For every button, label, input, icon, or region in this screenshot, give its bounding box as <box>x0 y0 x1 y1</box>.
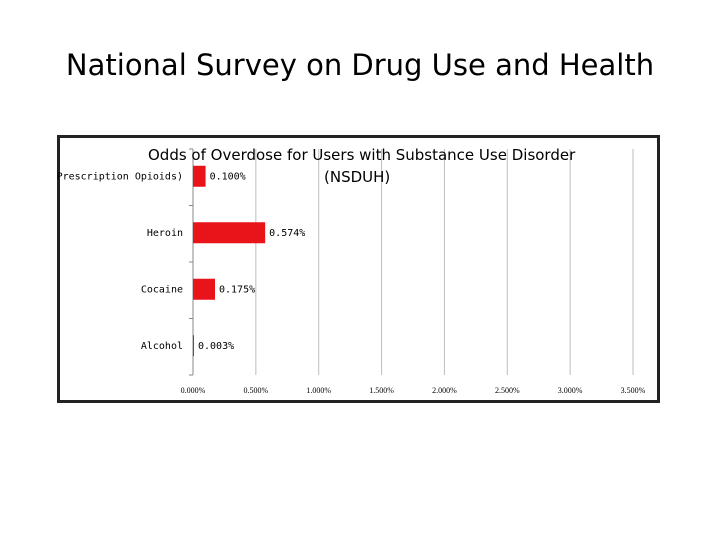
x-tick-label-4: 2.000% <box>432 386 457 395</box>
x-tick-label-0: 0.000% <box>181 386 206 395</box>
x-tick-label-5: 2.500% <box>495 386 520 395</box>
slide-title: National Survey on Drug Use and Health <box>65 48 655 82</box>
bar-1 <box>193 222 266 244</box>
x-tick-label-6: 3.000% <box>558 386 583 395</box>
chart-title-line2: (NSDUH) <box>324 168 391 186</box>
category-label-1: Heroin <box>147 228 183 239</box>
overdose-bar-chart: (Prescription Opioids) 0.100% Heroin 0.574%… <box>57 148 646 395</box>
x-tick-label-7: 3.500% <box>621 386 646 395</box>
x-tick-label-3: 1.500% <box>369 386 394 395</box>
chart-title-line1: Odds of Overdose for Users with Substanc… <box>148 146 576 164</box>
category-label-2: Cocaine <box>141 284 183 295</box>
category-label-3: Alcohol <box>141 341 183 352</box>
data-label-0: 0.100% <box>210 171 246 182</box>
x-tick-label-2: 1.000% <box>306 386 331 395</box>
bar-0 <box>193 165 206 187</box>
data-label-1: 0.574% <box>269 228 305 239</box>
bar-2 <box>193 278 215 300</box>
chart-frame <box>57 135 660 403</box>
bar-3 <box>193 335 194 357</box>
category-label-0: (Prescription Opioids) <box>57 171 183 182</box>
data-label-3: 0.003% <box>198 341 234 352</box>
data-label-2: 0.175% <box>219 284 255 295</box>
x-tick-label-1: 0.500% <box>244 386 269 395</box>
